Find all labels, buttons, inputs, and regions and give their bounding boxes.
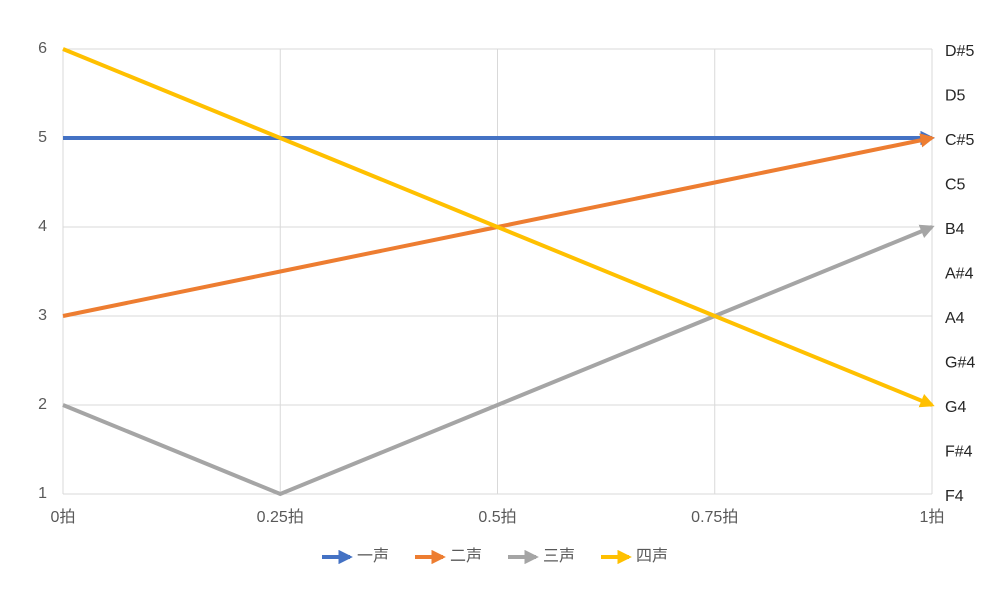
y2-tick-label: F4 (945, 488, 964, 505)
series-line (62, 224, 935, 497)
legend-label: 一声 (357, 547, 389, 565)
x-tick-label: 0.5拍 (478, 508, 516, 526)
legend-label: 三声 (543, 547, 575, 565)
y-tick-label: 6 (38, 40, 47, 57)
y2-tick-label: G4 (945, 399, 966, 416)
y-tick-label: 1 (38, 485, 47, 502)
y2-tick-label: G#4 (945, 355, 975, 372)
plot (62, 47, 935, 497)
y2-tick-label: A4 (945, 310, 965, 327)
y2-tick-label: D5 (945, 88, 966, 105)
x-tick-label: 0.75拍 (691, 508, 738, 526)
legend-label: 四声 (636, 547, 668, 565)
x-tick-label: 1拍 (920, 508, 945, 526)
y2-tick-label: B4 (945, 221, 965, 238)
legend: 一声 二声 三声 四声 (322, 547, 668, 565)
x-tick-label: 0.25拍 (257, 508, 304, 526)
y2-tick-label: C5 (945, 177, 966, 194)
y-tick-label: 3 (38, 307, 47, 324)
y-tick-label: 5 (38, 129, 47, 146)
y2-tick-label: A#4 (945, 266, 974, 283)
legend-label: 二声 (450, 547, 482, 565)
y-tick-label: 2 (38, 396, 47, 413)
y2-tick-label: C#5 (945, 132, 974, 149)
x-tick-label: 0拍 (51, 508, 76, 526)
y2-tick-label: D#5 (945, 43, 974, 60)
series-line (62, 47, 935, 408)
y2-tick-label: F#4 (945, 444, 973, 461)
y-tick-label: 4 (38, 218, 47, 235)
